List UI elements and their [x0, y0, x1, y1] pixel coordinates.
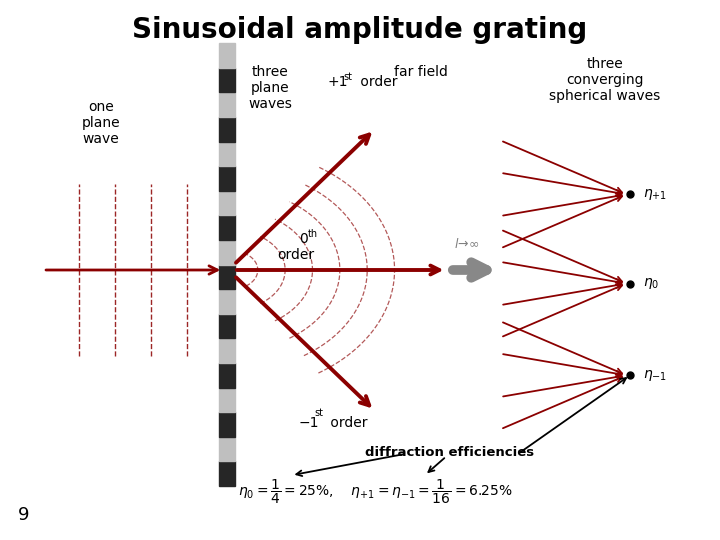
Bar — [219, 92, 235, 117]
Bar — [219, 314, 235, 339]
Text: order: order — [356, 75, 398, 89]
Text: three
plane
waves: three plane waves — [248, 65, 292, 111]
Bar — [219, 461, 235, 486]
Bar — [219, 363, 235, 388]
Bar — [219, 43, 235, 68]
Text: st: st — [343, 72, 353, 82]
Text: order: order — [277, 248, 315, 262]
Bar — [219, 141, 235, 166]
Text: $\eta_{-1}$: $\eta_{-1}$ — [643, 368, 667, 383]
Text: three
converging
spherical waves: three converging spherical waves — [549, 57, 660, 103]
Text: th: th — [308, 228, 318, 239]
Bar — [219, 240, 235, 265]
Text: 0: 0 — [299, 232, 307, 246]
Bar — [219, 388, 235, 412]
Text: diffraction efficiencies: diffraction efficiencies — [366, 446, 534, 458]
Text: $l\!\rightarrow\!\infty$: $l\!\rightarrow\!\infty$ — [454, 237, 480, 251]
Text: $\eta_0 = \dfrac{1}{4} = 25\%$,    $\eta_{+1} = \eta_{-1} = \dfrac{1}{16} = 6.25: $\eta_0 = \dfrac{1}{4} = 25\%$, $\eta_{+… — [238, 478, 513, 506]
Text: +1: +1 — [328, 75, 348, 89]
Bar — [219, 265, 235, 289]
Bar — [219, 117, 235, 141]
Text: st: st — [315, 408, 324, 418]
Bar — [219, 166, 235, 191]
Bar — [219, 68, 235, 92]
Bar — [219, 437, 235, 461]
Text: order: order — [326, 416, 368, 430]
Text: $\eta_0$: $\eta_0$ — [643, 276, 660, 291]
Text: Sinusoidal amplitude grating: Sinusoidal amplitude grating — [132, 16, 588, 44]
Bar — [219, 339, 235, 363]
Bar — [219, 412, 235, 437]
Bar — [219, 289, 235, 314]
Text: $\eta_{+1}$: $\eta_{+1}$ — [643, 187, 667, 202]
Bar — [219, 215, 235, 240]
Bar — [219, 191, 235, 215]
Text: 9: 9 — [18, 506, 30, 524]
Text: one
plane
wave: one plane wave — [81, 100, 120, 146]
Text: far field: far field — [395, 65, 448, 79]
Text: −1: −1 — [299, 416, 319, 430]
